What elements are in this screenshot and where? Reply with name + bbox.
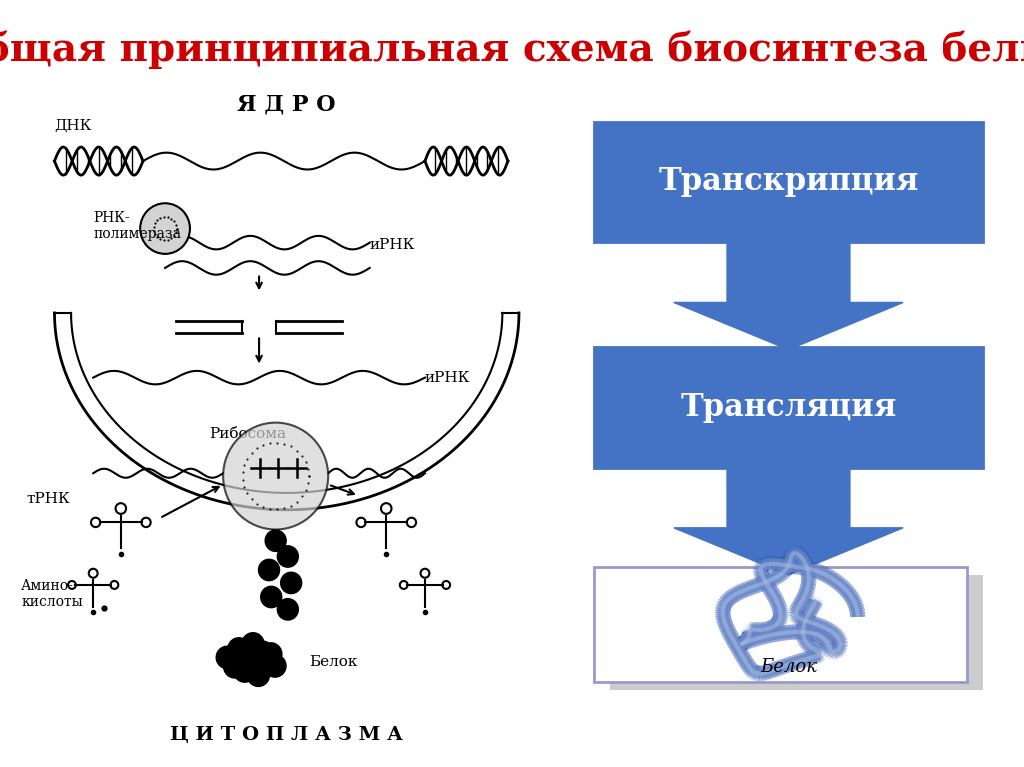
- Text: тРНК: тРНК: [27, 492, 71, 505]
- Circle shape: [281, 572, 302, 594]
- FancyBboxPatch shape: [594, 567, 967, 683]
- Text: иРНК: иРНК: [425, 370, 470, 384]
- Text: иРНК: иРНК: [370, 239, 415, 252]
- Circle shape: [261, 586, 282, 607]
- Circle shape: [278, 599, 298, 620]
- Circle shape: [227, 638, 250, 660]
- Text: ДНК: ДНК: [54, 119, 92, 133]
- Text: Трансляция: Трансляция: [680, 392, 897, 423]
- Circle shape: [252, 641, 273, 663]
- FancyBboxPatch shape: [610, 575, 983, 690]
- Text: Ц И Т О П Л А З М А: Ц И Т О П Л А З М А: [170, 726, 403, 744]
- Circle shape: [260, 643, 282, 665]
- Text: Рибосома: Рибосома: [209, 427, 287, 441]
- Circle shape: [258, 559, 280, 581]
- Text: Общая принципиальная схема биосинтеза белка: Общая принципиальная схема биосинтеза бе…: [0, 31, 1024, 69]
- Polygon shape: [674, 239, 903, 350]
- Text: Белок: Белок: [760, 658, 817, 676]
- Polygon shape: [674, 465, 903, 575]
- FancyBboxPatch shape: [594, 347, 983, 468]
- Circle shape: [223, 656, 246, 678]
- Text: РНК-
полимераза: РНК- полимераза: [93, 211, 181, 241]
- Circle shape: [264, 654, 286, 677]
- Circle shape: [242, 633, 264, 655]
- FancyBboxPatch shape: [594, 122, 983, 242]
- Circle shape: [223, 423, 329, 529]
- Circle shape: [216, 646, 239, 669]
- Text: Амино-
кислоты: Амино- кислоты: [22, 579, 83, 609]
- Circle shape: [248, 664, 269, 686]
- Circle shape: [237, 650, 259, 673]
- Circle shape: [140, 203, 190, 254]
- Circle shape: [278, 546, 298, 567]
- Circle shape: [256, 648, 278, 671]
- Circle shape: [233, 660, 256, 682]
- Text: Я Д Р О: Я Д Р О: [238, 94, 336, 116]
- Text: Транскрипция: Транскрипция: [658, 166, 919, 197]
- Text: Белок: Белок: [309, 655, 357, 669]
- Circle shape: [265, 530, 286, 551]
